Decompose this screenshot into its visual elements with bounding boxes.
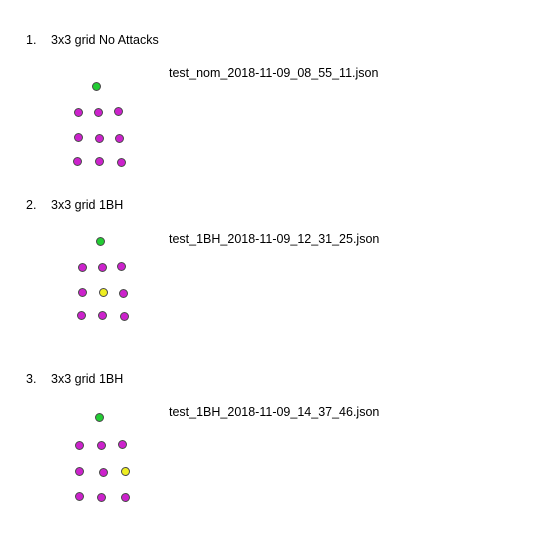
grid-node (98, 263, 107, 272)
grid-node (94, 108, 103, 117)
grid-diagram-2 (74, 233, 144, 333)
grid-diagram-1 (70, 78, 140, 178)
grid-diagram-3 (72, 409, 142, 509)
grid-node (73, 157, 82, 166)
grid-node (117, 158, 126, 167)
grid-node (75, 467, 84, 476)
item-title: 3x3 grid 1BH (51, 198, 124, 212)
grid-node (78, 263, 87, 272)
item-title: 3x3 grid 1BH (51, 372, 124, 386)
grid-node (115, 134, 124, 143)
sink-node (92, 82, 101, 91)
item-number: 1. (26, 33, 37, 47)
grid-node (121, 493, 130, 502)
grid-node (97, 441, 106, 450)
grid-node (75, 492, 84, 501)
grid-node (117, 262, 126, 271)
grid-node (95, 157, 104, 166)
attacker-node (121, 467, 130, 476)
grid-node (75, 441, 84, 450)
item-filename: test_1BH_2018-11-09_14_37_46.json (169, 405, 380, 419)
grid-node (114, 107, 123, 116)
attacker-node (99, 288, 108, 297)
grid-node (118, 440, 127, 449)
grid-node (98, 311, 107, 320)
item-title: 3x3 grid No Attacks (51, 33, 159, 47)
grid-node (119, 289, 128, 298)
item-filename: test_nom_2018-11-09_08_55_11.json (169, 66, 379, 80)
sink-node (95, 413, 104, 422)
grid-node (95, 134, 104, 143)
grid-node (78, 288, 87, 297)
item-number: 2. (26, 198, 37, 212)
grid-node (77, 311, 86, 320)
grid-node (120, 312, 129, 321)
grid-node (99, 468, 108, 477)
grid-node (74, 133, 83, 142)
item-filename: test_1BH_2018-11-09_12_31_25.json (169, 232, 380, 246)
item-number: 3. (26, 372, 37, 386)
grid-node (74, 108, 83, 117)
grid-node (97, 493, 106, 502)
sink-node (96, 237, 105, 246)
